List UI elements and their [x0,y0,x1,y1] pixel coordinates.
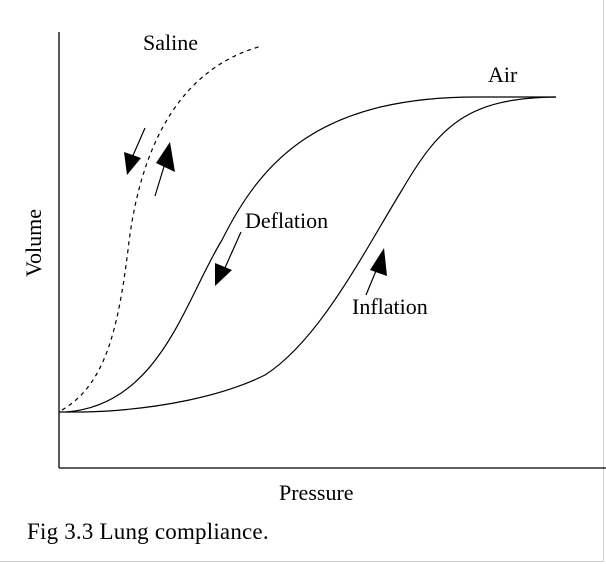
y-axis-label: Volume [21,209,46,277]
saline-deflation-arrow-icon [124,127,146,175]
x-axis-label: Pressure [279,480,354,505]
deflation-label: Deflation [245,208,328,233]
inflation-arrow-icon [365,248,387,296]
deflation-arrow-icon [215,231,242,286]
air-deflation-curve [65,96,556,413]
figure-caption: Fig 3.3 Lung compliance. [27,519,269,544]
air-label: Air [488,62,518,87]
saline-curve [61,45,263,411]
inflation-label: Inflation [352,294,428,319]
air-inflation-curve [83,96,557,413]
saline-label: Saline [143,30,198,55]
saline-inflation-arrow-icon [154,142,175,197]
